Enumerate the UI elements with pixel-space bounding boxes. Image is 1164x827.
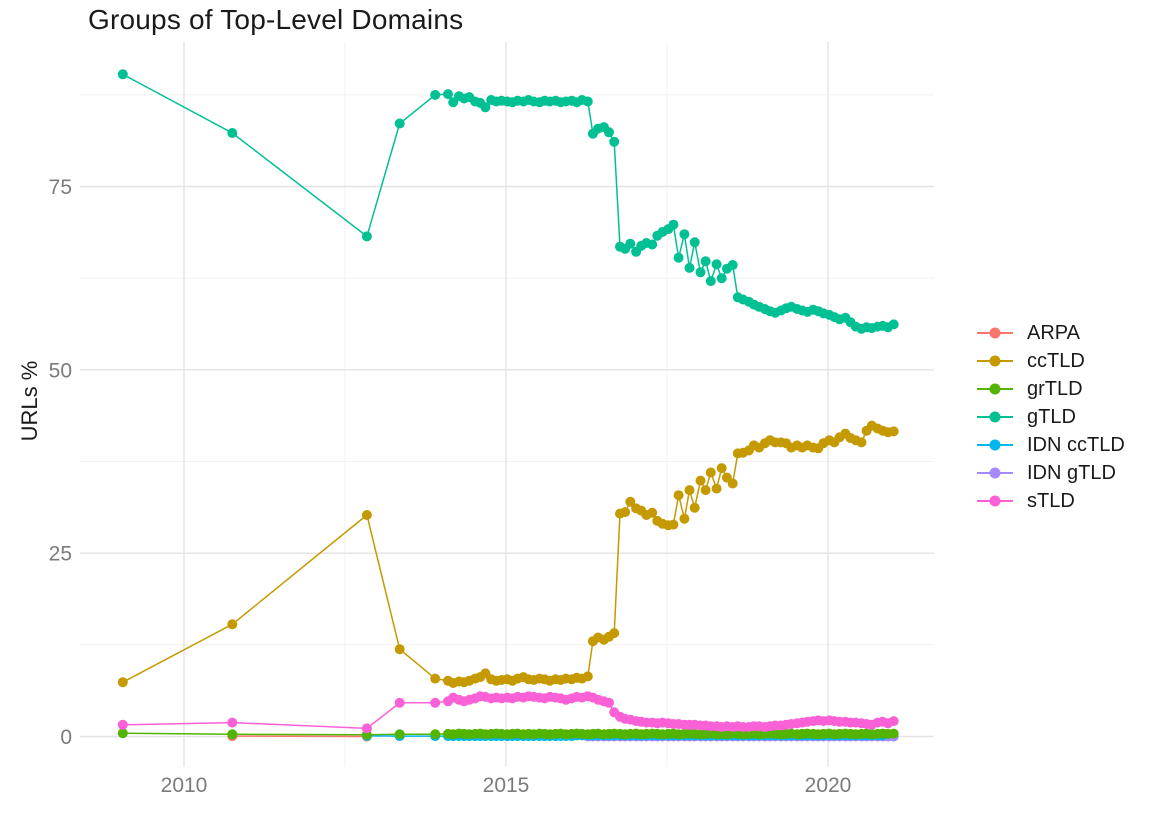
- data-point: [888, 716, 899, 727]
- data-point: [117, 728, 128, 739]
- legend-label: ccTLD: [1027, 349, 1085, 372]
- data-point: [609, 136, 620, 147]
- data-point: [227, 619, 238, 630]
- data-point: [394, 644, 405, 655]
- data-point: [695, 267, 706, 278]
- x-tick-label: 2020: [805, 774, 852, 797]
- series-points-grTLD: [117, 728, 899, 740]
- data-point: [394, 697, 405, 708]
- data-point: [705, 276, 716, 287]
- data-point: [716, 273, 727, 284]
- legend-label: grTLD: [1027, 377, 1083, 400]
- legend-label: IDN gTLD: [1027, 461, 1116, 484]
- data-point: [227, 128, 238, 138]
- data-point: [856, 437, 867, 448]
- data-point: [705, 467, 716, 478]
- data-point: [117, 69, 128, 80]
- data-point: [361, 723, 372, 734]
- data-point: [361, 231, 372, 242]
- data-point: [582, 96, 593, 107]
- data-point: [430, 673, 441, 684]
- data-point: [582, 671, 593, 682]
- data-point: [227, 717, 238, 728]
- y-tick-label: 75: [49, 176, 72, 199]
- legend-label: IDN ccTLD: [1027, 433, 1125, 456]
- legend-entry-gTLD: gTLD: [976, 406, 1125, 428]
- data-point: [716, 463, 727, 474]
- legend-key-icon: [977, 355, 1013, 367]
- data-point: [480, 102, 491, 113]
- x-tick-label: 2015: [483, 774, 530, 797]
- data-point: [679, 229, 690, 240]
- data-point: [711, 483, 722, 494]
- legend-entry-IDN-gTLD: IDN gTLD: [976, 462, 1125, 484]
- legend-label: ARPA: [1027, 321, 1080, 344]
- data-point: [711, 259, 722, 270]
- legend-key-icon: [977, 467, 1013, 479]
- data-point: [625, 238, 636, 249]
- legend-entry-sTLD: sTLD: [976, 490, 1125, 512]
- legend-key-icon: [977, 439, 1013, 451]
- data-point: [394, 729, 405, 740]
- y-tick-label: 25: [49, 543, 72, 566]
- data-point: [673, 252, 684, 263]
- chart-title: Groups of Top-Level Domains: [88, 4, 464, 35]
- data-point: [888, 426, 899, 437]
- data-point: [727, 478, 738, 489]
- data-point: [727, 260, 738, 270]
- data-point: [888, 728, 899, 739]
- data-point: [689, 237, 700, 248]
- legend-key-icon: [977, 383, 1013, 395]
- data-point: [394, 118, 405, 129]
- data-point: [361, 510, 372, 520]
- data-point: [700, 485, 711, 496]
- data-point: [604, 697, 614, 708]
- y-tick-label: 50: [49, 359, 72, 382]
- data-point: [668, 219, 679, 230]
- data-point: [430, 89, 441, 100]
- legend-label: sTLD: [1027, 489, 1075, 512]
- series-line-gTLD: [122, 73, 895, 330]
- x-tick-label: 2010: [161, 774, 208, 797]
- data-point: [625, 496, 636, 507]
- data-point: [609, 628, 620, 639]
- legend-label: gTLD: [1027, 405, 1076, 428]
- data-point: [430, 697, 441, 708]
- data-point: [443, 89, 453, 100]
- data-point: [620, 507, 631, 518]
- series-points-gTLD: [117, 69, 899, 334]
- y-tick-label: 0: [60, 726, 72, 749]
- data-point: [117, 677, 128, 688]
- data-point: [647, 507, 658, 518]
- legend-entry-ARPA: ARPA: [976, 322, 1125, 344]
- legend-entry-ccTLD: ccTLD: [976, 350, 1125, 372]
- data-point: [668, 519, 679, 530]
- data-point: [679, 513, 690, 524]
- data-point: [684, 485, 695, 496]
- data-point: [647, 239, 658, 250]
- data-point: [604, 127, 614, 138]
- legend-entry-IDN-ccTLD: IDN ccTLD: [976, 434, 1125, 456]
- data-point: [689, 502, 700, 513]
- data-point: [430, 729, 441, 740]
- legend-entry-grTLD: grTLD: [976, 378, 1125, 400]
- data-point: [700, 256, 711, 267]
- legend: ARPA ccTLD grTLD gTLD IDN ccTLD IDN gTLD sTLD: [976, 322, 1125, 512]
- data-point: [673, 490, 684, 501]
- legend-key-icon: [977, 495, 1013, 507]
- series-points-sTLD: [117, 691, 899, 734]
- legend-key-icon: [977, 411, 1013, 423]
- data-point: [117, 719, 128, 730]
- data-point: [695, 475, 706, 486]
- series-points-ccTLD: [117, 420, 899, 688]
- data-point: [227, 729, 238, 740]
- data-point: [684, 262, 695, 273]
- data-point: [888, 319, 899, 330]
- legend-key-icon: [977, 327, 1013, 339]
